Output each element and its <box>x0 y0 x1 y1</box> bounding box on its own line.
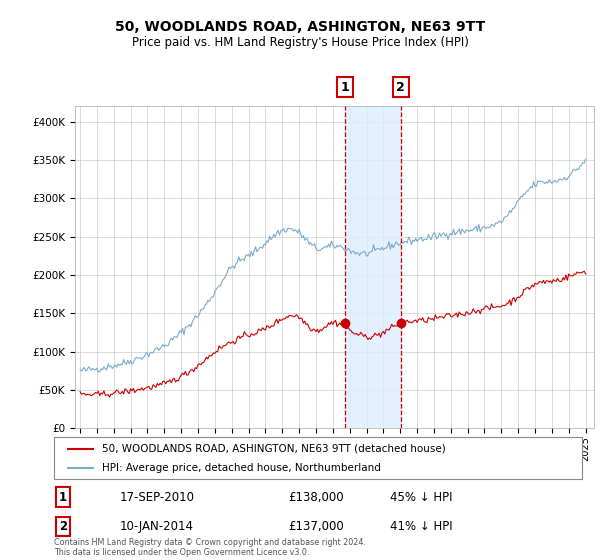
Text: 2: 2 <box>59 520 67 533</box>
Text: Price paid vs. HM Land Registry's House Price Index (HPI): Price paid vs. HM Land Registry's House … <box>131 36 469 49</box>
Text: 41% ↓ HPI: 41% ↓ HPI <box>390 520 452 533</box>
Text: 10-JAN-2014: 10-JAN-2014 <box>120 520 194 533</box>
Text: 1: 1 <box>59 491 67 504</box>
Text: 45% ↓ HPI: 45% ↓ HPI <box>390 491 452 504</box>
Text: 2: 2 <box>397 81 405 94</box>
Text: £137,000: £137,000 <box>288 520 344 533</box>
Bar <box>345 106 401 428</box>
Text: 50, WOODLANDS ROAD, ASHINGTON, NE63 9TT (detached house): 50, WOODLANDS ROAD, ASHINGTON, NE63 9TT … <box>101 444 445 454</box>
Text: 1: 1 <box>341 81 349 94</box>
Text: 50, WOODLANDS ROAD, ASHINGTON, NE63 9TT: 50, WOODLANDS ROAD, ASHINGTON, NE63 9TT <box>115 20 485 34</box>
Text: HPI: Average price, detached house, Northumberland: HPI: Average price, detached house, Nort… <box>101 463 380 473</box>
Text: Contains HM Land Registry data © Crown copyright and database right 2024.
This d: Contains HM Land Registry data © Crown c… <box>54 538 366 557</box>
Text: £138,000: £138,000 <box>288 491 344 504</box>
Text: 17-SEP-2010: 17-SEP-2010 <box>120 491 195 504</box>
